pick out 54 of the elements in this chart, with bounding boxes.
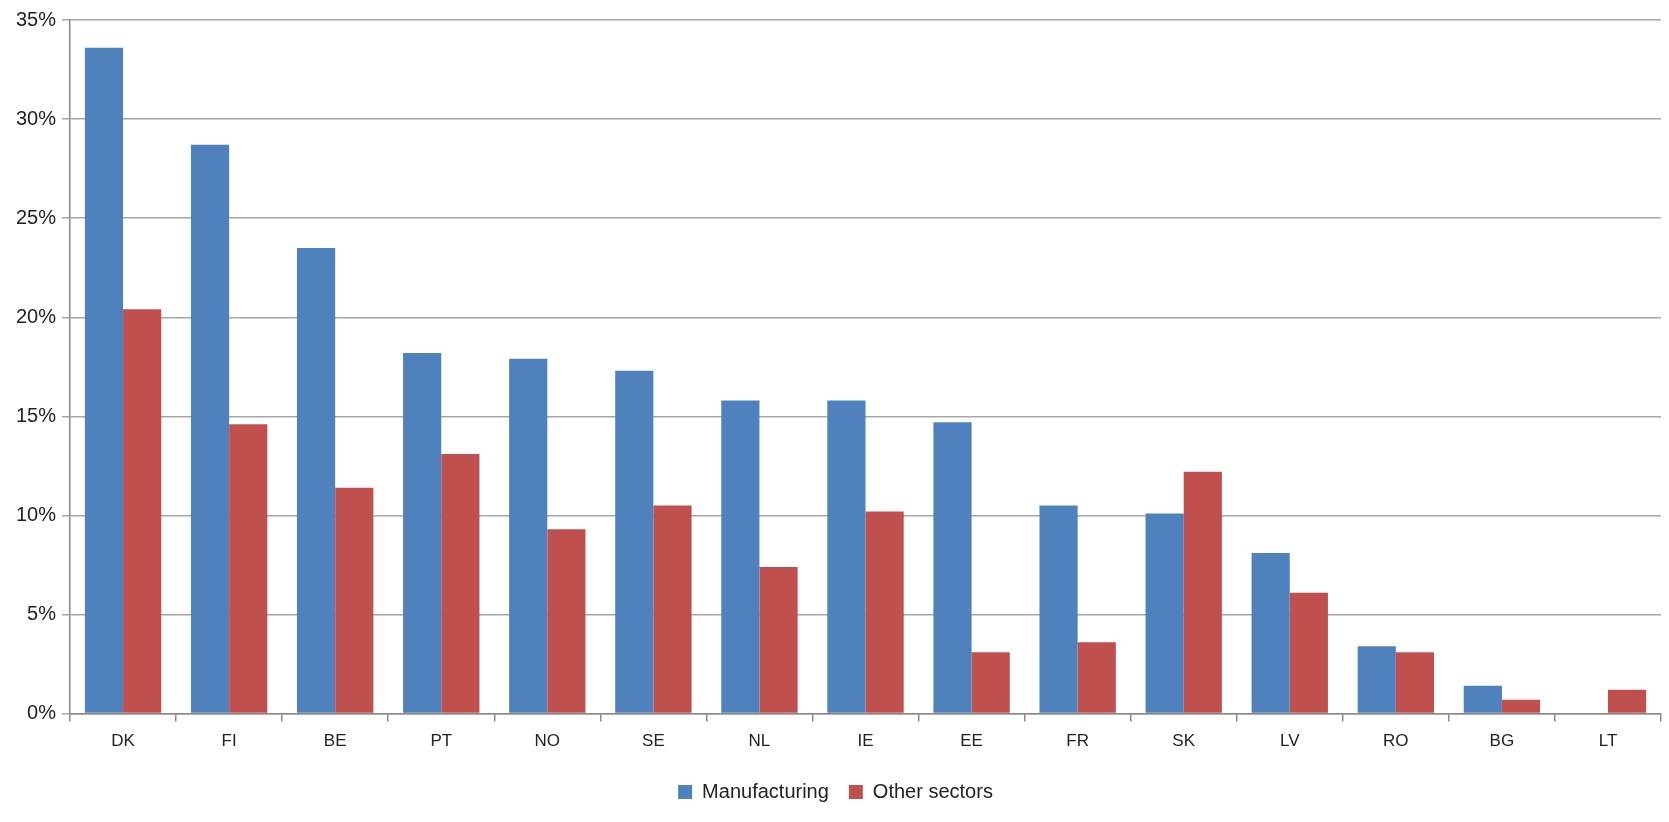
y-tick-label: 30% xyxy=(16,106,57,129)
y-tick-label: 25% xyxy=(16,205,57,228)
bar xyxy=(1289,592,1328,713)
bar xyxy=(297,247,336,713)
x-tick-label: NO xyxy=(534,731,561,751)
x-tick-label: SK xyxy=(1172,731,1196,751)
x-tick-label: FI xyxy=(221,731,237,751)
bar xyxy=(1607,689,1647,713)
bar xyxy=(190,144,230,713)
bar xyxy=(509,358,548,713)
bar xyxy=(615,370,654,713)
bar xyxy=(84,47,124,713)
x-tick-label: DK xyxy=(111,731,136,751)
x-tick-label: IE xyxy=(857,731,874,751)
y-tick-label: 15% xyxy=(16,403,57,426)
bar xyxy=(547,529,586,713)
bar xyxy=(1077,642,1116,713)
bar xyxy=(827,400,866,713)
bar xyxy=(335,487,374,713)
bar xyxy=(441,454,480,713)
bar xyxy=(933,422,972,713)
bar xyxy=(1463,685,1502,713)
bar xyxy=(1251,553,1290,713)
bar xyxy=(403,352,442,713)
y-tick-label: 35% xyxy=(16,7,57,30)
x-tick-label: FR xyxy=(1066,731,1089,751)
x-tick-label: NL xyxy=(748,731,771,751)
x-tick-label: BG xyxy=(1489,731,1515,751)
bar xyxy=(971,652,1010,713)
bar xyxy=(721,400,760,713)
bar xyxy=(1183,471,1222,713)
legend-label: Manufacturing xyxy=(702,779,829,802)
x-tick-label: EE xyxy=(960,731,983,751)
bar xyxy=(1395,652,1435,713)
y-tick-label: 10% xyxy=(16,502,57,525)
x-tick-label: LT xyxy=(1598,731,1618,751)
bar xyxy=(229,424,268,713)
x-tick-label: PT xyxy=(430,731,453,751)
bar xyxy=(1039,505,1078,713)
bar xyxy=(865,511,904,713)
bar xyxy=(653,505,692,713)
bar xyxy=(123,309,162,713)
legend-label: Other sectors xyxy=(872,779,993,802)
bar xyxy=(759,566,798,713)
x-tick-label: LV xyxy=(1280,731,1301,751)
x-tick-label: RO xyxy=(1383,731,1409,751)
bar xyxy=(1501,699,1541,713)
bar xyxy=(1357,646,1396,713)
y-tick-label: 5% xyxy=(27,602,57,625)
bar xyxy=(1145,513,1184,713)
x-tick-label: BE xyxy=(323,731,347,751)
x-tick-label: SE xyxy=(642,731,665,751)
y-tick-label: 20% xyxy=(16,304,57,327)
y-tick-label: 0% xyxy=(27,701,57,724)
